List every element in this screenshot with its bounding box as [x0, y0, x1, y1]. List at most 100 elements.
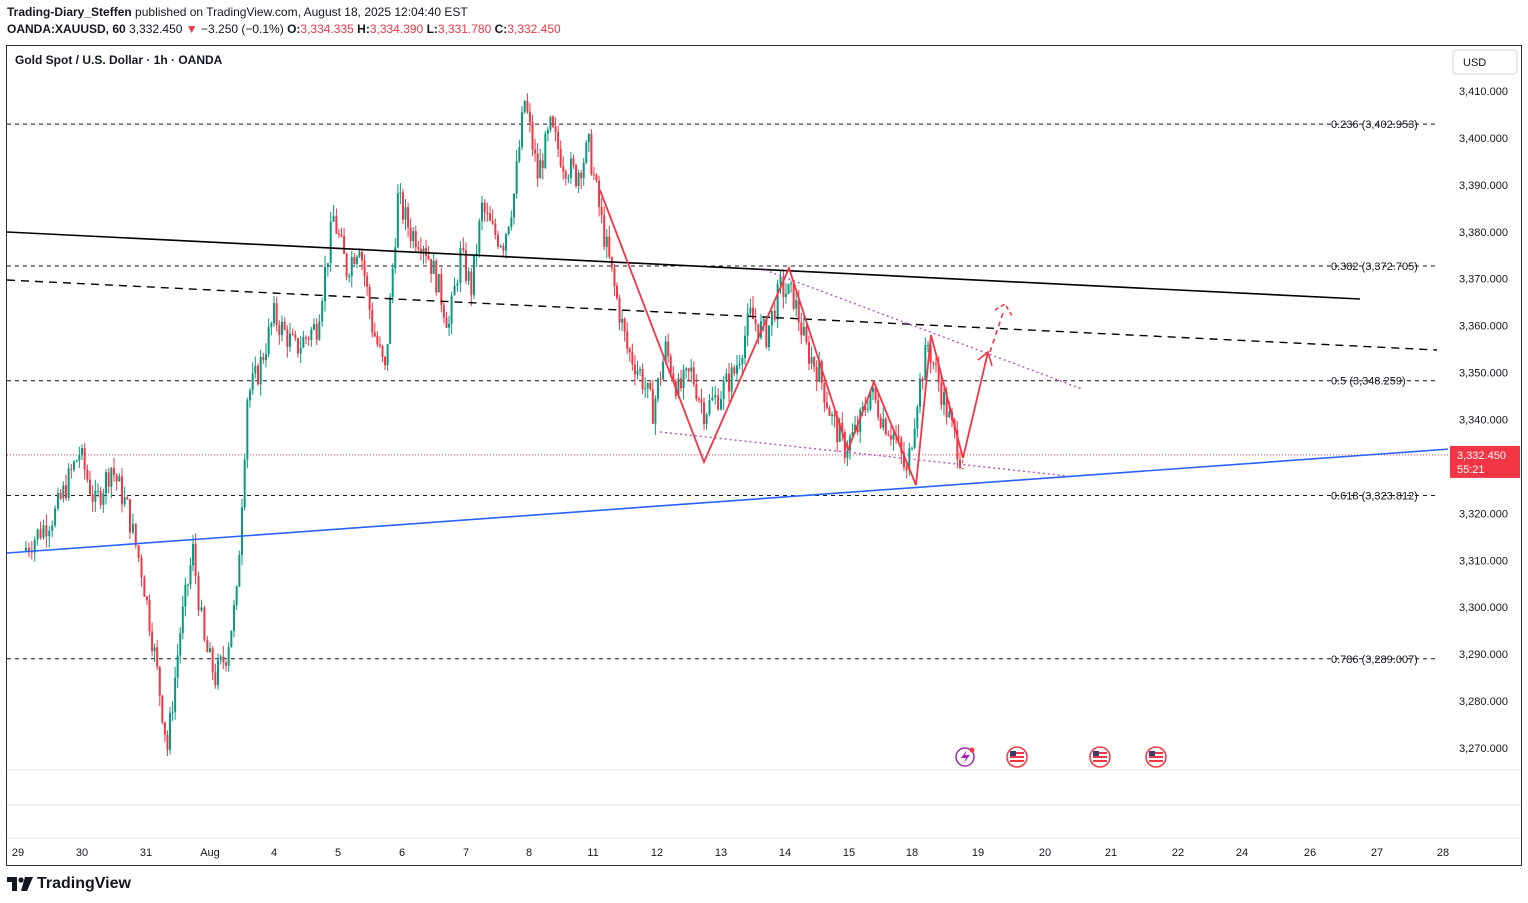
y-tick-label: 3,370.000 [1459, 274, 1508, 286]
x-tick-label: 26 [1304, 847, 1316, 859]
candle [148, 594, 151, 637]
candle [99, 486, 102, 510]
y-tick-label: 3,390.000 [1459, 180, 1508, 192]
price-change: −3.250 (−0.1%) [201, 22, 284, 36]
candle [225, 660, 227, 672]
candle [294, 330, 297, 342]
x-axis-labels[interactable]: 29 30 31 Aug 4 5 6 7 8 11 12 13 14 15 18 19 20 21 22 24 26 27… [12, 847, 1449, 859]
projection-dashed [989, 309, 1005, 353]
candle [368, 284, 371, 319]
us-flag-icon[interactable] [1006, 746, 1028, 768]
current-price-value: 3,332.450 [1457, 450, 1506, 462]
candle [422, 245, 425, 265]
candle [714, 385, 717, 405]
pattern-path[interactable] [599, 189, 989, 486]
candle [851, 423, 854, 438]
candle [528, 103, 531, 133]
candle [440, 267, 443, 313]
blue-trendline[interactable] [6, 448, 1451, 554]
currency-button[interactable] [1452, 49, 1518, 75]
candle [89, 470, 91, 496]
y-tick-label: 3,270.000 [1459, 743, 1508, 755]
candle [725, 368, 728, 383]
fib-level-label: 0.382 (3,372.705) [1331, 261, 1418, 273]
candle [118, 473, 121, 482]
candle [197, 571, 200, 616]
candle [161, 694, 164, 725]
candle [499, 244, 502, 249]
candle [326, 263, 329, 277]
dotted-resistance-line[interactable] [764, 269, 1083, 390]
candle [448, 315, 451, 336]
candle [249, 387, 251, 408]
candle [897, 424, 900, 442]
black-dashed-trendline[interactable] [6, 279, 1438, 351]
candle [378, 336, 381, 349]
candle [659, 371, 662, 386]
candle [889, 425, 892, 446]
candle [790, 280, 793, 293]
candle [189, 557, 192, 590]
candle [961, 459, 964, 469]
candle [613, 263, 616, 296]
candle [113, 457, 115, 482]
black-trendline[interactable] [6, 231, 1361, 300]
author-name[interactable]: Trading-Diary_Steffen [7, 5, 132, 19]
candle [768, 325, 770, 352]
x-tick-label: 19 [972, 847, 984, 859]
candle [42, 519, 45, 540]
candle [70, 463, 73, 479]
flash-event-icon[interactable] [955, 747, 975, 767]
candle [497, 230, 499, 250]
candle [184, 577, 187, 617]
candle [823, 382, 826, 413]
tradingview-brand[interactable]: TradingView [7, 875, 131, 893]
candle [695, 374, 698, 402]
candle [639, 366, 642, 376]
candle [442, 302, 445, 324]
candle [45, 514, 48, 548]
down-arrow-icon: ▼ [185, 22, 198, 36]
candle [927, 340, 929, 352]
candle [541, 152, 544, 180]
candle [705, 412, 708, 430]
us-flag-icon[interactable] [1145, 746, 1167, 768]
price-axis[interactable] [1448, 47, 1521, 769]
x-tick-label: 22 [1172, 847, 1184, 859]
candle [577, 169, 580, 194]
x-tick-label: 13 [715, 847, 727, 859]
candle [800, 312, 803, 344]
candle [115, 473, 118, 491]
us-flag-icon[interactable] [1089, 746, 1111, 768]
candle [575, 163, 578, 189]
candle [728, 362, 730, 402]
candle [590, 129, 593, 176]
candle [792, 283, 795, 311]
candle [494, 218, 497, 240]
candle [649, 380, 652, 391]
candle [687, 367, 690, 382]
symbol-label: OANDA:XAUUSD, 60 [7, 22, 126, 36]
candle [685, 366, 688, 379]
candle [841, 412, 844, 441]
dotted-support-line[interactable] [659, 431, 1069, 477]
candle [273, 296, 275, 328]
candle [654, 395, 657, 435]
candle [65, 474, 67, 501]
open-value: 3,334.335 [300, 22, 354, 36]
candle [281, 315, 283, 342]
candle [692, 361, 695, 387]
candle [879, 413, 882, 430]
candle [720, 390, 722, 411]
candle [75, 459, 78, 463]
candle [432, 253, 435, 275]
x-tick-label: 29 [12, 847, 24, 859]
candle [321, 297, 324, 327]
candle [924, 337, 927, 381]
candle [39, 521, 42, 540]
close-label: C: [494, 22, 508, 36]
currency-button-label: USD [1463, 57, 1486, 69]
fib-level-label: 0.5 (3,348.259) [1331, 376, 1406, 388]
chart-title: Gold Spot / U.S. Dollar · 1h · OANDA [15, 53, 223, 67]
